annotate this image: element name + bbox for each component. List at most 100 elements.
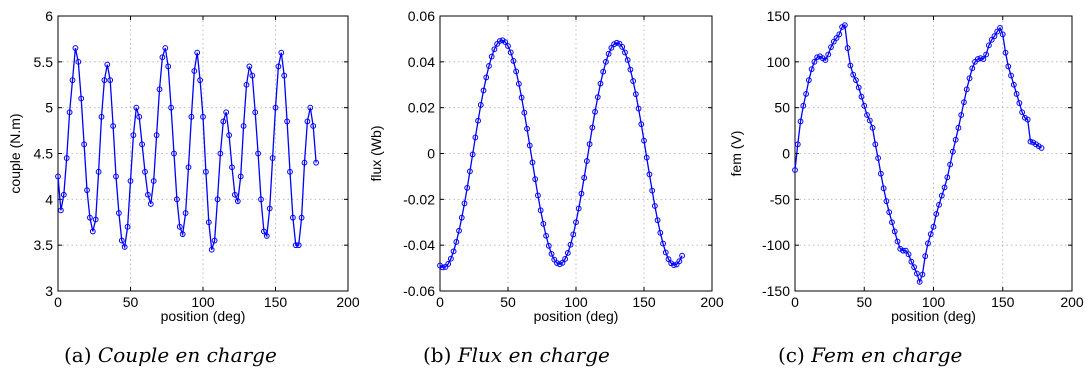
y-tick-label: 4.5: [34, 146, 54, 162]
data-point: [203, 168, 209, 175]
data-point: [624, 57, 631, 63]
y-tick-label: -150: [762, 283, 790, 299]
data-point: [660, 240, 666, 247]
data-point: [461, 200, 468, 207]
data-point: [513, 68, 520, 75]
data-point: [583, 158, 590, 164]
data-point: [977, 55, 984, 62]
chart-fem: 0 50 100 150 200 -150 -100 -50 0 50 100 150 position…: [728, 8, 1084, 367]
data-point: [310, 123, 317, 129]
x-tick-label: 0: [436, 294, 444, 310]
data-point: [78, 95, 85, 102]
data-point: [570, 231, 577, 238]
caption-text: Couple en charge: [98, 343, 277, 367]
data-point: [844, 45, 851, 51]
data-point: [87, 214, 93, 221]
data-point: [864, 112, 870, 118]
y-tick-label: 3.5: [34, 237, 54, 253]
y-tick-label: 100: [767, 54, 791, 70]
data-point: [900, 247, 906, 254]
data-point: [313, 159, 320, 166]
data-point: [507, 49, 514, 56]
data-point: [592, 108, 598, 115]
x-axis-label: position (deg): [891, 308, 976, 324]
y-tick-label: 4: [45, 191, 53, 207]
data-point: [188, 113, 195, 120]
data-point: [794, 141, 801, 148]
data-point: [130, 132, 137, 139]
data-point: [947, 161, 954, 168]
data-point: [880, 185, 887, 192]
data-point: [58, 207, 64, 214]
data-point: [916, 278, 923, 285]
data-point: [145, 191, 151, 198]
data-point: [147, 201, 154, 207]
data-point: [185, 164, 192, 171]
data-point: [529, 159, 536, 166]
caption-tag: (b): [423, 343, 451, 367]
x-tick-label: 100: [191, 294, 215, 310]
data-point: [266, 205, 273, 212]
data-point: [447, 255, 454, 262]
data-point: [55, 173, 61, 180]
x-tick-label: 200: [1060, 294, 1084, 310]
data-point: [988, 36, 995, 43]
data-point: [545, 242, 552, 249]
data-point: [861, 102, 868, 109]
data-point: [805, 77, 812, 84]
data-point: [875, 155, 881, 161]
y-tick-label: 6: [45, 8, 53, 24]
data-point: [836, 31, 843, 38]
data-point: [477, 102, 484, 108]
data-point: [162, 45, 169, 51]
data-point: [263, 233, 270, 239]
data-point: [1013, 91, 1020, 97]
data-point: [298, 214, 305, 221]
data-point: [891, 228, 898, 235]
data-point: [622, 49, 628, 56]
data-point: [287, 168, 293, 175]
data-point: [205, 219, 212, 226]
y-tick-label: -0.02: [403, 191, 435, 207]
data-point: [153, 132, 160, 139]
data-point: [919, 271, 926, 278]
data-point: [535, 192, 541, 199]
data-point: [792, 167, 798, 173]
data-point: [866, 117, 873, 124]
y-tick-label: 50: [774, 100, 790, 116]
data-point: [159, 54, 166, 61]
data-point: [456, 227, 462, 234]
data-point: [872, 141, 879, 148]
data-point: [548, 250, 555, 257]
data-point: [60, 191, 67, 198]
data-point: [505, 43, 511, 49]
data-point: [600, 68, 607, 75]
x-axis-label: position (deg): [534, 308, 619, 324]
data-point: [63, 155, 70, 161]
data-point: [651, 203, 658, 209]
data-point: [69, 77, 76, 84]
data-point: [475, 117, 481, 124]
data-point: [246, 63, 253, 70]
data-point: [1038, 145, 1045, 151]
data-point: [515, 80, 522, 87]
data-point: [252, 109, 259, 116]
data-point: [619, 44, 626, 50]
data-point: [841, 22, 848, 29]
data-point: [278, 49, 285, 56]
data-point: [84, 187, 90, 194]
y-tick-label: 5: [45, 100, 53, 116]
data-point: [679, 252, 685, 259]
series-line: [57, 47, 317, 250]
data-point: [168, 104, 175, 111]
data-point: [116, 210, 122, 216]
data-point: [605, 50, 612, 57]
data-point: [551, 256, 558, 263]
data-point: [200, 113, 206, 120]
series-line: [794, 24, 1042, 284]
caption-tag: (a): [64, 343, 92, 367]
data-point: [608, 44, 615, 51]
data-point: [797, 118, 804, 125]
data-point: [961, 99, 967, 106]
